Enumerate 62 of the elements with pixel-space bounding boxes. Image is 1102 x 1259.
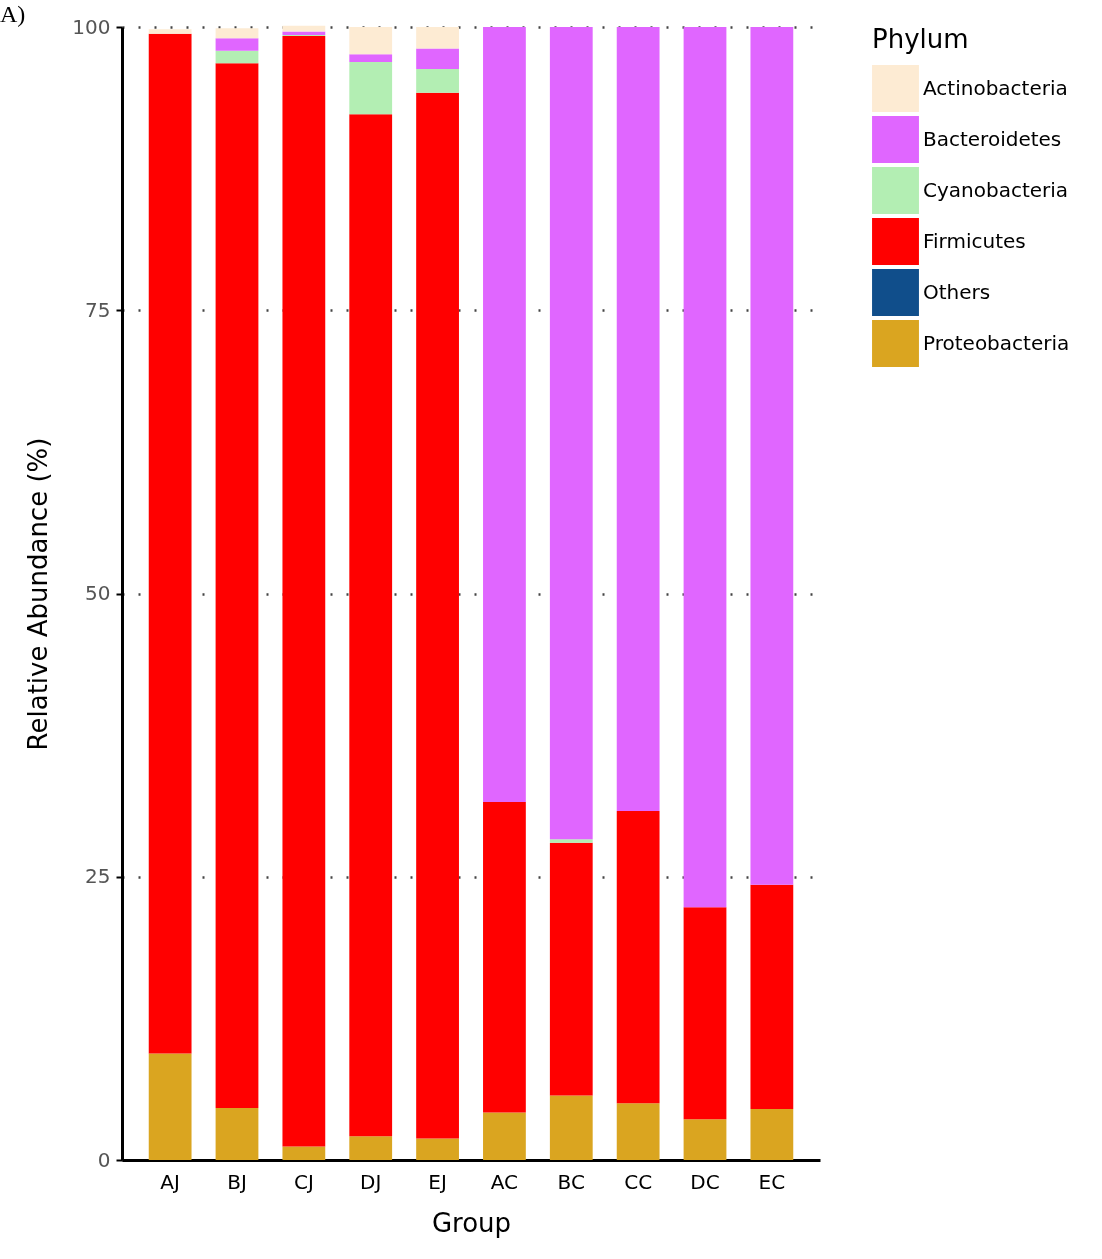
y-tick-label: 0 (97, 1147, 111, 1172)
bar (483, 1112, 526, 1160)
bar (616, 811, 660, 1104)
bar (549, 27, 593, 840)
bar (349, 1136, 393, 1160)
bar (750, 884, 794, 1110)
x-axis-title: Group (431, 1207, 512, 1238)
bar (616, 1103, 660, 1160)
legend-title: Phylum (872, 24, 969, 54)
legend-label: Firmicutes (923, 228, 1026, 253)
bar (750, 1109, 794, 1160)
bar (148, 1053, 192, 1160)
legend-label: Proteobacteria (923, 330, 1070, 355)
x-tick-label: CJ (293, 1169, 314, 1194)
x-tick-label: EC (758, 1169, 786, 1194)
bar (282, 36, 326, 1147)
bar (215, 38, 259, 51)
bar (549, 1095, 593, 1160)
bar (148, 33, 192, 1054)
bar (616, 27, 660, 812)
y-tick-label: 75 (85, 297, 111, 322)
bar (148, 29, 192, 34)
bar (416, 92, 459, 1139)
x-tick-label: BJ (227, 1169, 247, 1194)
bar (549, 842, 593, 1096)
legend-label: Bacteroidetes (923, 126, 1062, 151)
bar (483, 27, 526, 802)
x-tick-label: DJ (360, 1169, 382, 1194)
bar (416, 68, 459, 93)
legend-label: Others (923, 279, 991, 304)
bar (683, 1119, 727, 1160)
bar (215, 28, 259, 39)
bar (282, 25, 326, 32)
bar (349, 27, 393, 55)
legend-label: Cyanobacteria (923, 177, 1069, 202)
bar (483, 801, 526, 1113)
bar (750, 27, 794, 885)
x-tick-label: CC (624, 1169, 653, 1194)
x-tick-label: AJ (160, 1169, 180, 1194)
bar (549, 839, 593, 843)
bar (416, 27, 459, 49)
bar (215, 1107, 259, 1160)
legend-label: Actinobacteria (923, 75, 1068, 100)
x-tick-label: EJ (428, 1169, 447, 1194)
x-tick-label: DC (690, 1169, 720, 1194)
bar (683, 27, 727, 908)
bar (282, 1146, 326, 1160)
y-tick-label: 50 (85, 581, 111, 605)
x-tick-label: AC (490, 1169, 519, 1194)
y-axis-title: Relative Abundance (%) (23, 437, 54, 751)
bar (349, 54, 393, 63)
bar (416, 1138, 459, 1160)
bar (416, 48, 459, 69)
y-tick-label: 100 (72, 14, 111, 39)
bar (215, 50, 259, 64)
bar (349, 114, 393, 1137)
text: A) (0, 0, 26, 28)
x-tick-label: BC (557, 1169, 585, 1194)
y-tick-label: 25 (85, 864, 111, 889)
bar (683, 907, 727, 1120)
bar (215, 63, 259, 1108)
bar (349, 62, 393, 115)
